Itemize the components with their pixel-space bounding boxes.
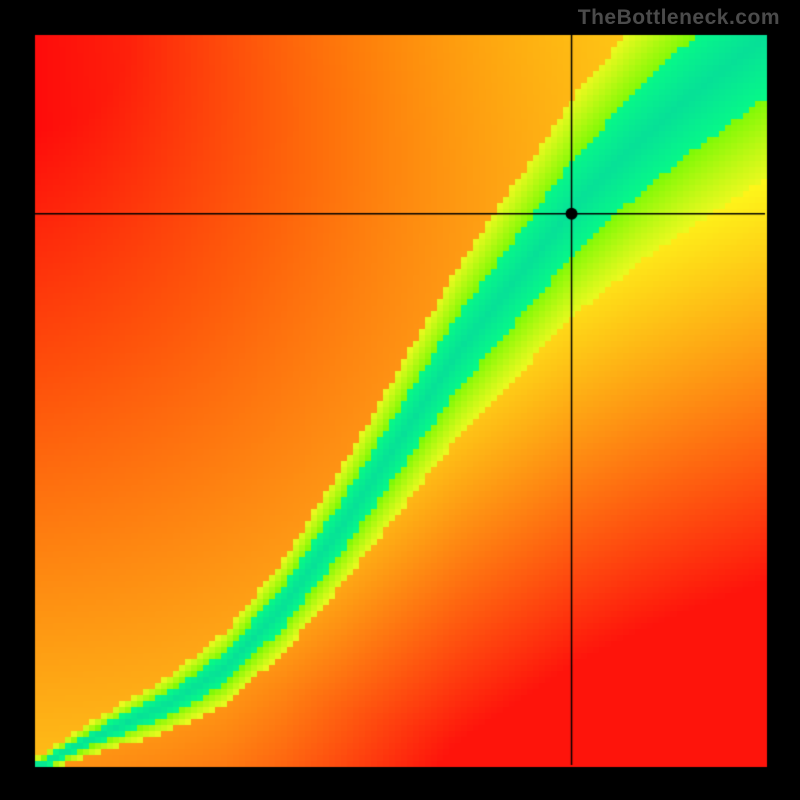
heatmap-canvas — [0, 0, 800, 800]
watermark-label: TheBottleneck.com — [578, 6, 780, 30]
chart-container: TheBottleneck.com — [0, 0, 800, 800]
